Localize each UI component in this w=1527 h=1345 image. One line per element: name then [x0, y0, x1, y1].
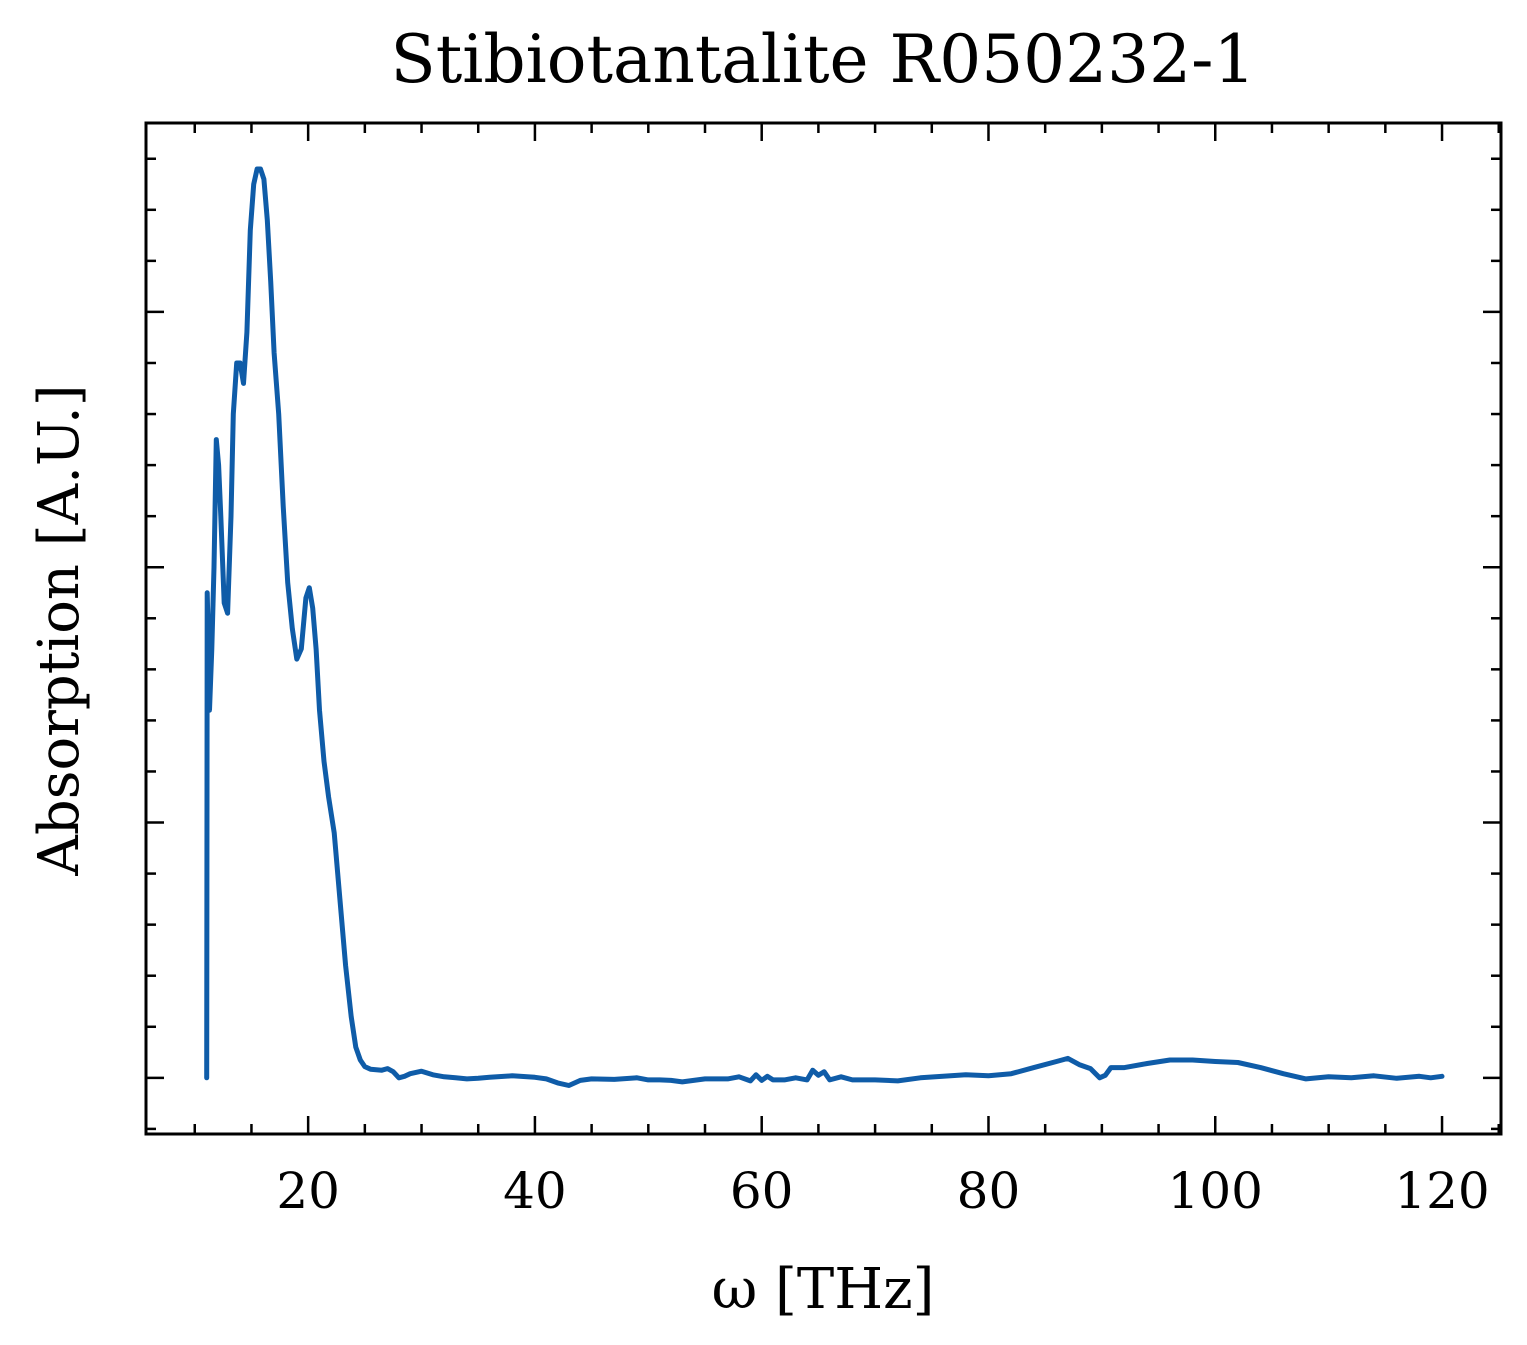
x-tick-label: 120	[1394, 1162, 1489, 1220]
x-tick-labels: 20 40 60 80 100 120	[276, 1162, 1489, 1220]
plot-frame	[144, 121, 1503, 1136]
x-tick-label: 100	[1168, 1162, 1263, 1220]
x-tick-label: 80	[957, 1162, 1021, 1220]
series-line-0	[204, 166, 1445, 1088]
x-tick-label: 60	[730, 1162, 794, 1220]
y-axis-label: Absorption [A.U.]	[27, 384, 92, 876]
chart-title: Stibiotantalite R050232-1	[391, 21, 1256, 98]
series-layer	[204, 166, 1445, 1088]
x-axis-label: ω [THz]	[712, 1257, 935, 1322]
x-tick-label: 20	[276, 1162, 340, 1220]
x-tick-label: 40	[503, 1162, 567, 1220]
axis-ticks	[146, 123, 1501, 1134]
